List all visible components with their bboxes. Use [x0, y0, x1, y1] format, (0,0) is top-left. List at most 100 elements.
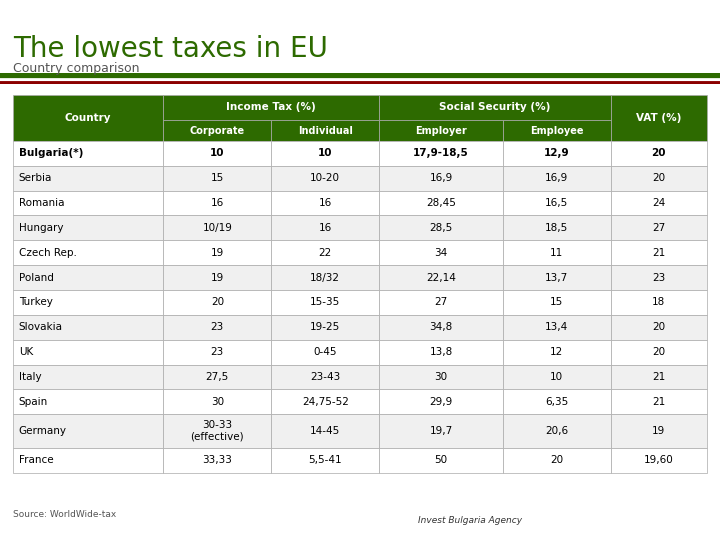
Bar — [503, 240, 611, 265]
Text: 33,33: 33,33 — [202, 455, 233, 465]
Bar — [13, 414, 163, 448]
Text: 18/32: 18/32 — [310, 273, 341, 282]
Bar — [611, 215, 707, 240]
Bar — [271, 240, 379, 265]
Text: 23: 23 — [652, 273, 665, 282]
Text: 12,9: 12,9 — [544, 148, 570, 158]
Text: 20: 20 — [652, 322, 665, 332]
Text: Employer: Employer — [415, 126, 467, 136]
Text: 16: 16 — [319, 223, 332, 233]
Bar — [13, 94, 163, 141]
Bar — [379, 191, 503, 215]
Text: 20: 20 — [550, 455, 563, 465]
Text: 28,45: 28,45 — [426, 198, 456, 208]
Text: Turkey: Turkey — [19, 298, 53, 307]
Bar — [271, 166, 379, 191]
Text: 12: 12 — [550, 347, 563, 357]
Bar — [379, 265, 503, 290]
Bar — [13, 448, 163, 472]
Text: Employee: Employee — [530, 126, 583, 136]
Text: 10: 10 — [318, 148, 333, 158]
Bar — [503, 290, 611, 315]
Bar — [163, 389, 271, 414]
Text: 23: 23 — [211, 347, 224, 357]
Text: 19,60: 19,60 — [644, 455, 674, 465]
Text: Individual: Individual — [298, 126, 353, 136]
Bar — [163, 340, 271, 365]
Text: 21: 21 — [652, 372, 665, 382]
Bar — [379, 166, 503, 191]
Text: 22: 22 — [319, 248, 332, 258]
Text: 24: 24 — [652, 198, 665, 208]
Bar — [379, 120, 503, 141]
Text: 22,14: 22,14 — [426, 273, 456, 282]
Text: 16,9: 16,9 — [429, 173, 453, 183]
Text: 21: 21 — [652, 248, 665, 258]
Bar — [271, 265, 379, 290]
Bar — [163, 414, 271, 448]
Bar — [379, 240, 503, 265]
Bar — [271, 414, 379, 448]
Text: Social Security (%): Social Security (%) — [439, 103, 551, 112]
Text: 27,5: 27,5 — [206, 372, 229, 382]
Text: Czech Rep.: Czech Rep. — [19, 248, 76, 258]
Bar — [379, 215, 503, 240]
Bar — [379, 290, 503, 315]
Bar — [611, 141, 707, 166]
Bar — [379, 141, 503, 166]
Text: Slovakia: Slovakia — [19, 322, 63, 332]
Bar — [13, 191, 163, 215]
Text: Poland: Poland — [19, 273, 53, 282]
Bar — [379, 448, 503, 472]
Text: UK: UK — [19, 347, 33, 357]
Text: 20: 20 — [652, 148, 666, 158]
Bar — [163, 166, 271, 191]
Text: 16: 16 — [211, 198, 224, 208]
Bar — [503, 191, 611, 215]
Text: 28,5: 28,5 — [429, 223, 453, 233]
Text: 14-45: 14-45 — [310, 426, 341, 436]
Text: Germany: Germany — [19, 426, 67, 436]
Bar — [611, 315, 707, 340]
Text: The lowest taxes in EU: The lowest taxes in EU — [13, 35, 328, 63]
Bar — [271, 191, 379, 215]
Bar — [379, 340, 503, 365]
Text: 23: 23 — [211, 322, 224, 332]
Text: 19-25: 19-25 — [310, 322, 341, 332]
Bar — [503, 141, 611, 166]
Bar — [611, 290, 707, 315]
Bar — [163, 240, 271, 265]
Bar — [611, 166, 707, 191]
Text: 24,75-52: 24,75-52 — [302, 397, 348, 407]
Bar — [611, 191, 707, 215]
Bar — [13, 389, 163, 414]
Bar — [379, 414, 503, 448]
Text: 34: 34 — [434, 248, 448, 258]
Bar — [163, 120, 271, 141]
Text: 15-35: 15-35 — [310, 298, 341, 307]
Bar — [611, 414, 707, 448]
Text: 10: 10 — [550, 372, 563, 382]
Bar — [611, 364, 707, 389]
Text: 5,5-41: 5,5-41 — [308, 455, 342, 465]
Bar — [163, 290, 271, 315]
Text: Bulgaria(*): Bulgaria(*) — [19, 148, 83, 158]
Bar — [163, 315, 271, 340]
Text: 17,9-18,5: 17,9-18,5 — [413, 148, 469, 158]
Text: 27: 27 — [652, 223, 665, 233]
Bar — [163, 191, 271, 215]
Text: Italy: Italy — [19, 372, 41, 382]
Text: 30: 30 — [211, 397, 224, 407]
Bar — [611, 265, 707, 290]
Text: 18,5: 18,5 — [545, 223, 568, 233]
Text: 20: 20 — [652, 173, 665, 183]
Text: Hungary: Hungary — [19, 223, 63, 233]
Text: 20: 20 — [211, 298, 224, 307]
Text: 13,4: 13,4 — [545, 322, 568, 332]
Bar — [13, 141, 163, 166]
Text: 30-33
(effective): 30-33 (effective) — [191, 420, 244, 442]
Bar — [503, 315, 611, 340]
Text: 19: 19 — [652, 426, 665, 436]
Text: VAT (%): VAT (%) — [636, 113, 682, 123]
Text: 16,9: 16,9 — [545, 173, 568, 183]
